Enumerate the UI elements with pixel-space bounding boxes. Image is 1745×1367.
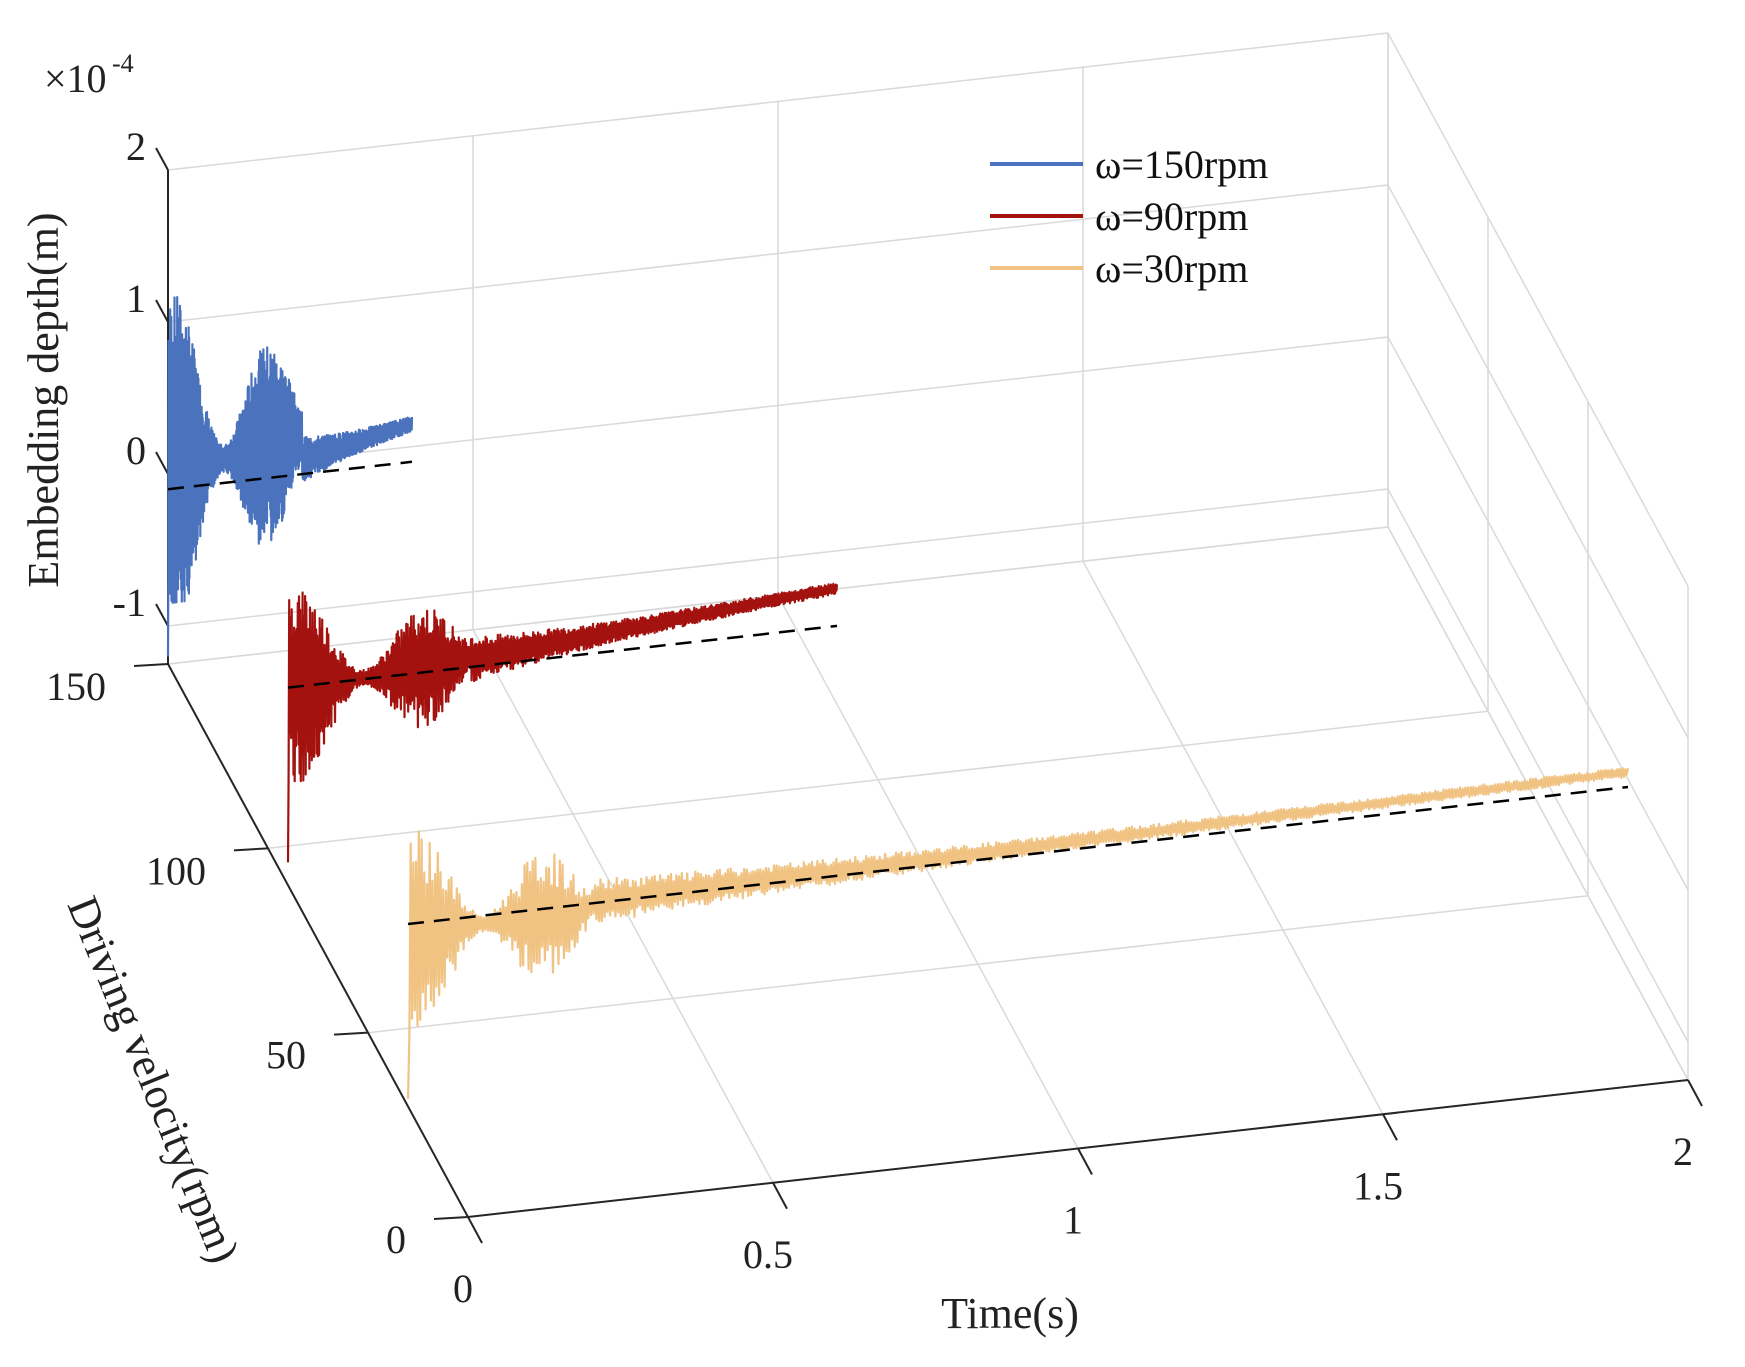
y-axis-line <box>167 663 469 1218</box>
side-wall-grid-depth-1 <box>1387 336 1689 891</box>
series-line-90rpm <box>286 582 839 863</box>
back-wall-grid-depth-3 <box>167 32 1389 171</box>
y-axis-title: Driving velocity(rpm) <box>58 890 249 1270</box>
series-line-30rpm <box>406 767 1630 1099</box>
grid-layer <box>167 32 1689 1218</box>
legend-label-150rpm: ω=150rpm <box>1095 142 1268 187</box>
series-layer <box>166 296 1630 1099</box>
axes-layer <box>133 147 1703 1244</box>
reference-line-30rpm <box>407 785 1629 926</box>
z-axis-title: Embedding depth(m) <box>19 212 68 587</box>
z-tick-3 <box>155 147 169 171</box>
x-tick-2 <box>1077 1148 1093 1175</box>
z-tick-label-1: 0 <box>126 428 146 473</box>
y-tick-1 <box>333 1031 369 1036</box>
x-tick-label-4: 2 <box>1673 1129 1693 1174</box>
z-exponent-power: -4 <box>112 49 134 78</box>
z-tick-label-0: -1 <box>113 580 146 625</box>
z-tick-label-3: 2 <box>126 124 146 169</box>
legend-label-90rpm: ω=90rpm <box>1095 194 1248 239</box>
back-wall-grid-depth-0 <box>167 488 1389 627</box>
x-tick-label-2: 1 <box>1063 1198 1083 1243</box>
x-tick-0 <box>467 1216 483 1244</box>
x-tick-1 <box>772 1182 788 1210</box>
y-tick-0 <box>433 1216 469 1220</box>
z-tick-0 <box>155 603 169 627</box>
floor-grid-time-2 <box>777 595 1079 1149</box>
z-tick-2 <box>155 299 169 323</box>
series-line-150rpm <box>166 296 414 657</box>
y-tick-label-2: 100 <box>146 848 206 893</box>
y-tick-2 <box>233 847 269 852</box>
x-axis-title: Time(s) <box>941 1289 1079 1338</box>
labels-layer: 0 0.5 1 1.5 2 0 50 100 150-1 0 1 2 <box>46 124 1693 1311</box>
x-tick-label-3: 1.5 <box>1353 1163 1403 1208</box>
reference-line-150rpm <box>167 460 413 491</box>
z-exponent-base: ×10 <box>44 56 107 101</box>
back-wall-grid-depth-2 <box>167 184 1389 323</box>
x-tick-4 <box>1687 1079 1703 1107</box>
back-wall-grid-depth-1 <box>167 336 1389 475</box>
floor-grid-time-3 <box>1082 560 1384 1115</box>
side-wall-grid-depth-2 <box>1387 184 1689 739</box>
y-tick-label-1: 50 <box>266 1033 306 1078</box>
y-tick-label-3: 150 <box>46 664 106 709</box>
floor-grid-velocity-1 <box>367 894 1589 1034</box>
legend: ω=150rpm ω=90rpm ω=30rpm <box>990 142 1268 291</box>
y-tick-3 <box>133 663 169 667</box>
side-wall-grid-depth-4 <box>1387 526 1689 1081</box>
z-tick-label-2: 1 <box>126 276 146 321</box>
side-wall-grid-depth-0 <box>1387 488 1689 1043</box>
z-tick-1 <box>155 451 169 475</box>
x-tick-label-0: 0 <box>453 1266 473 1311</box>
y-tick-label-0: 0 <box>386 1217 406 1262</box>
legend-label-30rpm: ω=30rpm <box>1095 246 1248 291</box>
z-exponent-label: ×10 -4 <box>44 49 134 101</box>
x-tick-label-1: 0.5 <box>743 1232 793 1277</box>
reference-line-90rpm <box>287 624 838 689</box>
x-tick-3 <box>1382 1113 1398 1141</box>
floor-grid-velocity-2 <box>267 710 1489 850</box>
side-wall-grid-depth-3 <box>1387 32 1689 587</box>
